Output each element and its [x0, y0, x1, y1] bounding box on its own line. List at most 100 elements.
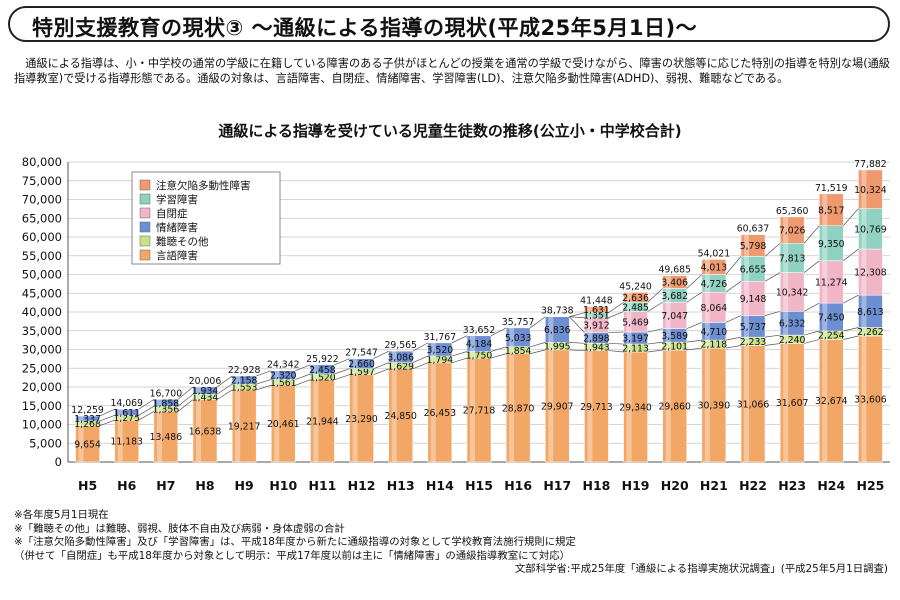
total-label: 60,637 — [737, 224, 770, 235]
bar-highlight — [626, 344, 632, 352]
connector-line — [295, 364, 311, 372]
x-tick-label: H9 — [235, 478, 254, 493]
connector-line — [569, 342, 585, 344]
y-tick-label: 25,000 — [22, 361, 62, 375]
data-label: 19,217 — [228, 421, 261, 432]
bar-highlight — [196, 399, 201, 462]
bar-highlight — [117, 415, 123, 421]
connector-line — [451, 335, 468, 344]
source-note: 文部科学省:平成25年度「通級による指導実施状況調査」(平成25年5月1日調査) — [514, 563, 888, 575]
bar-segment — [858, 208, 883, 250]
connector-line — [490, 327, 507, 337]
connector-line — [764, 272, 781, 282]
y-tick-label: 65,000 — [22, 211, 62, 225]
data-label: 3,520 — [427, 345, 454, 356]
connector-line — [843, 294, 859, 304]
bar-segment — [271, 385, 296, 463]
bar-segment — [310, 364, 335, 375]
data-label: 3,406 — [661, 278, 688, 289]
bar-highlight — [665, 288, 671, 303]
data-label: 2,254 — [818, 331, 845, 342]
bar-segment — [349, 374, 374, 463]
bar-highlight — [626, 351, 632, 462]
bar-segment — [858, 169, 883, 209]
data-label: 24,850 — [384, 411, 417, 422]
connector-line — [451, 351, 468, 357]
footnote: ※「難聴その他」は難聴、弱視、肢体不自由及び病弱・身体虚弱の合計 — [14, 522, 345, 535]
bar-segment — [623, 292, 648, 303]
x-tick-label: H14 — [426, 478, 454, 493]
data-label: 31,066 — [737, 399, 770, 410]
bar-segment — [114, 408, 139, 416]
connector-line — [138, 406, 155, 416]
bar-highlight — [822, 225, 828, 261]
bar-segment — [701, 347, 727, 463]
y-tick-label: 40,000 — [22, 305, 62, 319]
bar-highlight — [587, 317, 593, 333]
connector-line — [686, 291, 703, 303]
bar-highlight — [822, 260, 828, 304]
total-label: 54,021 — [698, 248, 731, 259]
bar-highlight — [822, 303, 828, 332]
connector-line — [686, 322, 702, 330]
bar-segment — [819, 302, 844, 332]
bar-highlight — [470, 358, 475, 462]
connector-line — [569, 316, 585, 333]
connector-line — [764, 334, 781, 338]
connector-line — [490, 346, 507, 352]
bar-segment — [858, 248, 883, 296]
total-label: 45,240 — [619, 281, 652, 292]
footnote: ※各年度5月1日現在 — [14, 509, 109, 521]
connector-line — [647, 341, 663, 345]
bar-segment — [505, 327, 531, 348]
bar-segment — [740, 234, 766, 257]
data-label: 1,995 — [544, 342, 571, 353]
bar-highlight — [587, 312, 593, 318]
connector-line — [569, 349, 585, 351]
total-label: 27,547 — [345, 348, 378, 359]
total-label: 12,259 — [71, 405, 104, 416]
bar-segment — [114, 419, 139, 463]
bar-highlight — [744, 281, 749, 316]
bar-highlight — [352, 368, 358, 375]
data-label: 1,858 — [153, 398, 180, 409]
bar-highlight — [509, 346, 515, 354]
bar-segment — [701, 259, 727, 275]
connector-line — [529, 316, 546, 329]
data-label: 1,794 — [427, 355, 454, 366]
bar-segment — [584, 306, 609, 313]
data-label: 1,943 — [583, 342, 610, 353]
footnotes: ※各年度5月1日現在 ※「難聴その他」は難聴、弱視、肢体不自由及び病弱・身体虚弱… — [14, 509, 576, 563]
bar-highlight — [117, 420, 123, 462]
data-label: 8,064 — [701, 303, 728, 314]
x-tick-label: H13 — [387, 478, 415, 493]
connector-line — [256, 379, 272, 385]
connector-line — [216, 389, 233, 400]
data-label: 1,934 — [192, 386, 219, 397]
bar-highlight — [548, 349, 554, 462]
x-tick-label: H21 — [700, 478, 728, 493]
bar-segment — [388, 368, 413, 463]
data-label: 5,469 — [622, 317, 649, 328]
total-label: 22,928 — [228, 365, 261, 376]
data-label: 11,274 — [815, 277, 848, 288]
connector-line — [295, 373, 311, 380]
connector-line — [725, 345, 742, 349]
bar-segment — [701, 291, 727, 323]
connector-line — [334, 374, 350, 381]
connector-line — [451, 357, 468, 364]
data-label: 3,589 — [661, 331, 688, 342]
total-label: 71,519 — [815, 183, 848, 194]
connector-line — [138, 399, 155, 410]
x-tick-label: H18 — [582, 478, 610, 493]
data-label: 1,434 — [192, 392, 219, 403]
bar-highlight — [626, 292, 632, 303]
data-label: 9,654 — [74, 439, 101, 450]
total-label: 24,342 — [267, 360, 300, 371]
bar-highlight — [783, 335, 789, 344]
bar-segment — [545, 349, 570, 463]
data-label: 2,262 — [857, 327, 884, 338]
data-label: 8,613 — [857, 307, 884, 318]
total-label: 20,006 — [189, 376, 222, 387]
